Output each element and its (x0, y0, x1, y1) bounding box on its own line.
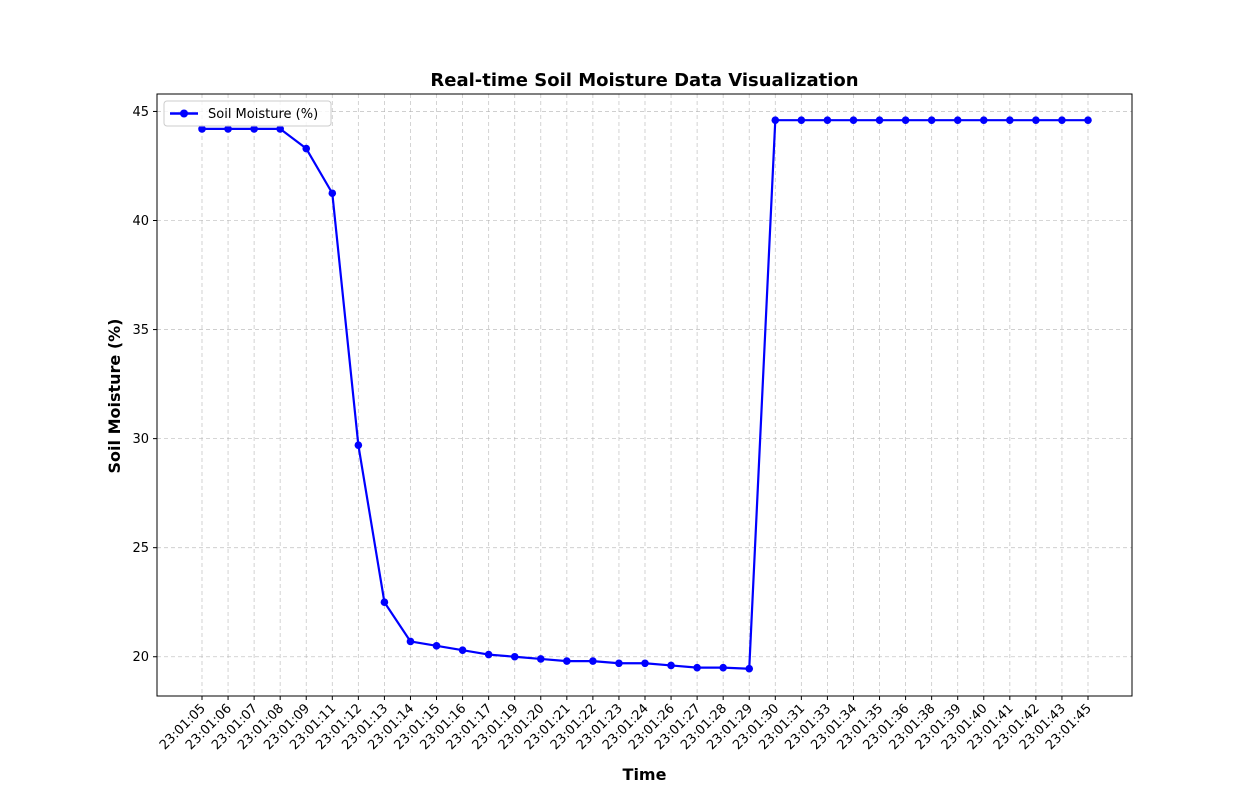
chart-title: Real-time Soil Moisture Data Visualizati… (430, 70, 858, 91)
y-tick-label: 40 (132, 214, 149, 229)
legend-label: Soil Moisture (%) (208, 107, 318, 122)
data-point (536, 655, 545, 663)
data-point (354, 441, 363, 449)
data-point (953, 116, 962, 124)
data-point (901, 116, 910, 124)
legend-box (163, 100, 332, 127)
data-point (510, 652, 519, 661)
y-tick-label: 35 (132, 323, 149, 338)
data-point (979, 116, 988, 124)
x-axis-label: Time (623, 765, 667, 783)
data-point (823, 116, 832, 124)
data-point (615, 659, 623, 668)
data-point (458, 646, 467, 654)
data-point (1006, 116, 1014, 124)
data-point (198, 125, 206, 133)
y-tick-label: 30 (132, 432, 149, 447)
data-point (693, 663, 701, 672)
data-point (328, 189, 337, 198)
y-axis: 20 25 30 35 40 45 (132, 105, 157, 665)
legend-marker-swatch (180, 109, 188, 118)
series-layer (198, 116, 1092, 673)
data-point (1084, 116, 1092, 124)
data-point (927, 116, 936, 124)
data-point (1058, 116, 1066, 124)
data-point (302, 144, 311, 153)
data-point (432, 642, 441, 650)
data-point (745, 664, 754, 673)
data-point (589, 657, 597, 665)
data-point (641, 659, 649, 668)
y-tick-label: 20 (132, 650, 149, 665)
data-point (276, 125, 284, 133)
y-axis-label: Soil Moisture (%) (105, 319, 124, 474)
data-point (406, 637, 415, 646)
y-tick-label: 25 (132, 541, 149, 556)
grid (157, 94, 1132, 696)
data-point (719, 663, 727, 672)
data-point (1032, 116, 1040, 124)
data-point (224, 125, 232, 133)
data-point (250, 125, 258, 133)
data-point (380, 598, 389, 607)
legend: Soil Moisture (%) (163, 100, 332, 127)
y-tick-label: 45 (132, 105, 149, 120)
data-point (849, 116, 858, 124)
data-point (771, 116, 780, 124)
data-point (797, 116, 806, 124)
data-point (563, 657, 571, 665)
data-point (484, 650, 493, 659)
data-point (667, 661, 675, 670)
data-point (875, 116, 884, 124)
